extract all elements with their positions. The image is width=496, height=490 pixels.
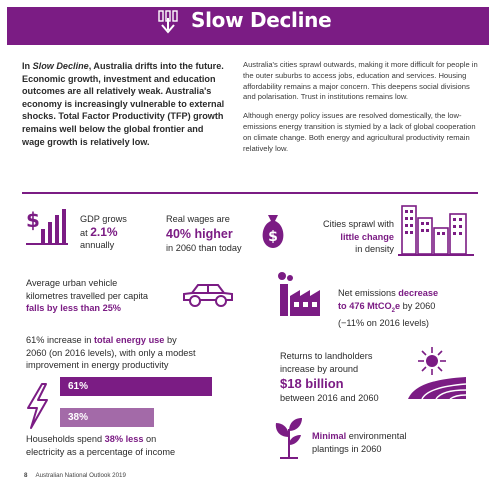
wages-value: 40% higher: [166, 226, 233, 241]
intro-body: , Australia drifts into the future. Econ…: [22, 61, 225, 147]
energy-value: total energy use: [93, 335, 165, 345]
emissions-stat: Net emissions decrease to 476 MtCO2e by …: [338, 287, 438, 329]
emissions-value-b: to 476 MtCO: [338, 300, 392, 311]
energy-bar-38: 38%: [60, 408, 154, 427]
landholders-line-1: Returns to landholders: [280, 351, 373, 361]
publication-title: Australian National Outlook 2019: [35, 472, 126, 479]
energy-prefix: 61% increase in: [26, 335, 94, 345]
intro-prefix: In: [22, 61, 33, 71]
wages-label: Real wages are: [166, 214, 230, 224]
scenario-name: Slow Decline: [32, 61, 89, 71]
gdp-prefix: at: [80, 227, 91, 238]
downward-arrow-chart-icon: [158, 10, 178, 34]
sun-field-icon: [408, 347, 467, 400]
plantings-stat: Minimal environmental plantings in 2060: [312, 430, 406, 455]
landholders-line-3: between 2016 and 2060: [280, 393, 379, 403]
emissions-change: (−11% on 2016 levels): [338, 317, 429, 328]
emissions-line-2: to 476 MtCO2e by 2060: [338, 300, 438, 317]
plantings-line-1: Minimal environmental: [312, 430, 406, 443]
intro-summary: In Slow Decline, Australia drifts into t…: [22, 60, 227, 148]
title-banner: [7, 7, 489, 45]
emissions-subscript: 2: [391, 307, 395, 314]
cities-label: Cities sprawl with: [323, 219, 394, 229]
vehicle-label-2: kilometres travelled per capita: [26, 290, 149, 301]
emissions-label: Net emissions: [338, 288, 396, 298]
landholders-stat: Returns to landholders increase by aroun…: [280, 350, 379, 405]
page-footer: 8 Australian National Outlook 2019: [24, 472, 126, 479]
money-bag-icon: $: [262, 215, 284, 248]
factory-icon: [278, 272, 320, 316]
vehicle-value: falls by less than 25%: [26, 303, 121, 313]
intro-detail: Australia's cities sprawl outwards, maki…: [243, 60, 478, 162]
city-buildings-icon: [398, 205, 474, 256]
emissions-value-c: e: [394, 300, 401, 311]
emissions-year: by 2060: [400, 300, 436, 311]
svg-text:$: $: [26, 208, 40, 232]
cities-value: little change: [340, 231, 394, 242]
electricity-line-2: electricity as a percentage of income: [26, 446, 176, 457]
electricity-stat: Households spend 38% less on electricity…: [26, 433, 175, 458]
emissions-line-1: Net emissions decrease: [338, 287, 438, 300]
cities-suffix: in density: [355, 244, 394, 254]
electricity-prefix: Households spend: [26, 434, 105, 444]
emissions-value-a: decrease: [398, 288, 439, 298]
landholders-line-2: increase by around: [280, 363, 359, 374]
cities-stat: Cities sprawl with little change in dens…: [316, 218, 394, 256]
gdp-value-line: at 2.1%: [80, 224, 127, 240]
section-divider: [22, 192, 478, 194]
energy-bar-38-label: 38%: [68, 412, 89, 423]
plantings-value: Minimal: [312, 431, 347, 441]
plantings-suffix: environmental: [346, 431, 407, 441]
gdp-value: 2.1%: [90, 224, 118, 239]
vehicle-stat: Average urban vehicle kilometres travell…: [26, 277, 148, 315]
landholders-value: $18 billion: [280, 376, 344, 391]
dollar-bar-chart-icon: $: [26, 208, 68, 245]
energy-bar-61-label: 61%: [68, 381, 89, 392]
plant-sprout-icon: [275, 418, 302, 459]
intro-paragraph-2: Although energy policy issues are resolv…: [243, 111, 476, 153]
svg-text:$: $: [268, 229, 278, 245]
gdp-stat: GDP grows at 2.1% annually: [80, 213, 127, 252]
energy-bar-61: 61%: [60, 377, 212, 396]
wages-stat: Real wages are 40% higher in 2060 than t…: [166, 213, 242, 254]
vehicle-label-1: Average urban vehicle: [26, 278, 118, 288]
page-number: 8: [24, 472, 28, 479]
energy-suffix: by: [164, 335, 177, 345]
energy-line-2: 2060 (on 2016 levels), with only a modes…: [26, 347, 196, 358]
electricity-line-1: Households spend 38% less on: [26, 433, 175, 446]
energy-line-3: improvement in energy productivity: [26, 360, 169, 370]
page-title: Slow Decline: [191, 8, 332, 32]
gdp-suffix: annually: [80, 240, 115, 250]
intro-paragraph-1: Australia's cities sprawl outwards, maki…: [243, 60, 478, 102]
wages-suffix: in 2060 than today: [166, 242, 242, 253]
lightning-icon: [27, 383, 48, 429]
energy-line-1: 61% increase in total energy use by: [26, 334, 196, 347]
electricity-suffix: on: [143, 434, 157, 444]
gdp-label: GDP grows: [80, 214, 127, 224]
electricity-value: 38% less: [104, 434, 144, 444]
car-icon: [183, 284, 233, 307]
plantings-line-2: plantings in 2060: [312, 443, 382, 454]
energy-stat: 61% increase in total energy use by 2060…: [26, 334, 196, 372]
